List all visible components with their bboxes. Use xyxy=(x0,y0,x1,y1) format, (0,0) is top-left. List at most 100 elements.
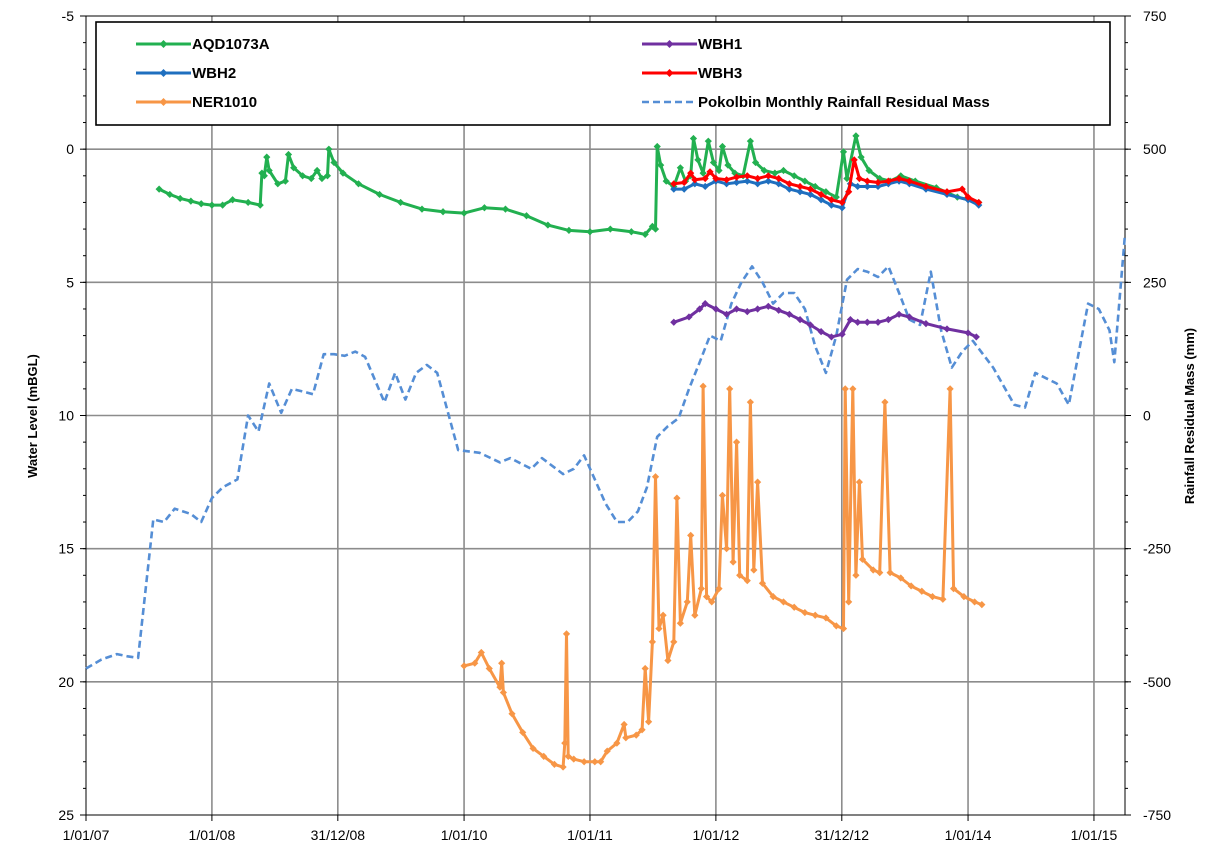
data-point xyxy=(811,611,819,619)
y-left-tick-label: 20 xyxy=(58,674,74,690)
data-point xyxy=(907,582,915,590)
data-point xyxy=(928,593,937,601)
data-point xyxy=(796,188,804,196)
data-point xyxy=(691,611,699,619)
data-point xyxy=(775,306,783,314)
data-point xyxy=(318,174,326,183)
data-point xyxy=(673,494,681,502)
y-left-tick-label: 15 xyxy=(58,541,74,557)
data-point xyxy=(522,212,531,220)
x-tick-label: 1/01/12 xyxy=(693,827,740,843)
series-line xyxy=(463,384,983,769)
data-point xyxy=(922,320,930,328)
data-point xyxy=(978,600,986,609)
data-point xyxy=(685,313,693,321)
data-point xyxy=(771,169,779,177)
data-point xyxy=(659,611,667,619)
data-point xyxy=(586,228,594,236)
data-point xyxy=(876,569,884,577)
data-point xyxy=(827,196,836,204)
data-point xyxy=(975,198,983,207)
data-point xyxy=(620,720,628,729)
data-point xyxy=(886,569,894,577)
data-point xyxy=(897,574,905,582)
data-point xyxy=(874,318,882,326)
legend-marker xyxy=(665,40,674,48)
data-point xyxy=(664,656,672,665)
data-point xyxy=(729,558,737,566)
x-tick-label: 1/01/07 xyxy=(63,827,110,843)
data-point xyxy=(613,739,621,747)
data-point xyxy=(699,169,707,177)
data-point xyxy=(764,172,772,180)
series-wbh1 xyxy=(670,300,980,341)
legend-marker xyxy=(665,69,674,77)
y-left-tick-label: 5 xyxy=(66,274,74,290)
data-point xyxy=(265,166,273,175)
data-point xyxy=(746,137,754,145)
data-point xyxy=(281,177,289,185)
legend-label: WBH2 xyxy=(192,65,236,82)
series-layer xyxy=(85,132,1127,771)
data-point xyxy=(645,718,653,726)
data-point xyxy=(565,226,573,234)
data-point xyxy=(670,318,678,326)
data-point xyxy=(260,172,268,180)
data-point xyxy=(670,185,678,193)
data-point xyxy=(731,169,739,177)
data-point xyxy=(704,137,712,145)
data-point xyxy=(743,172,751,180)
data-point xyxy=(651,225,660,233)
data-point xyxy=(712,305,720,313)
data-point xyxy=(858,555,867,563)
data-point xyxy=(508,710,516,718)
data-point xyxy=(627,228,635,236)
y-right-tick-label: 500 xyxy=(1143,141,1167,157)
data-point xyxy=(258,169,266,177)
data-point xyxy=(849,385,857,393)
data-point xyxy=(680,185,688,193)
data-point xyxy=(760,166,768,175)
data-point xyxy=(775,180,783,188)
data-point xyxy=(299,172,307,180)
data-point xyxy=(754,305,762,313)
data-point xyxy=(732,305,741,313)
data-point xyxy=(796,316,804,324)
data-point xyxy=(743,577,751,585)
data-point xyxy=(263,153,271,161)
data-point xyxy=(832,622,840,630)
data-point xyxy=(785,185,793,193)
y-right-tick-label: 250 xyxy=(1143,274,1167,290)
x-tick-label: 1/01/15 xyxy=(1071,827,1118,843)
legend-label: WBH1 xyxy=(698,36,742,53)
data-point xyxy=(691,180,699,188)
data-point xyxy=(857,153,865,161)
data-point xyxy=(284,150,293,159)
x-tick-label: 1/01/10 xyxy=(441,827,488,843)
data-point xyxy=(498,659,506,667)
legend-label: NER1010 xyxy=(192,94,257,111)
data-point xyxy=(323,172,332,180)
data-point xyxy=(564,752,572,761)
data-point xyxy=(477,648,485,657)
data-point xyxy=(176,194,184,203)
x-tick-label: 1/01/08 xyxy=(189,827,236,843)
data-point xyxy=(832,193,840,201)
data-point xyxy=(806,190,815,199)
legend-box xyxy=(95,21,1111,126)
data-point xyxy=(895,174,903,183)
data-point xyxy=(869,566,877,574)
data-point xyxy=(822,614,830,622)
data-point xyxy=(219,201,227,209)
data-point xyxy=(325,145,333,153)
data-point xyxy=(603,747,611,755)
data-point xyxy=(460,209,468,217)
data-point xyxy=(850,156,858,164)
data-point xyxy=(785,310,793,318)
data-point xyxy=(501,205,510,213)
data-point xyxy=(769,593,777,601)
data-point xyxy=(754,478,762,486)
data-point xyxy=(863,318,871,326)
data-point xyxy=(687,531,695,539)
data-point xyxy=(208,201,216,209)
